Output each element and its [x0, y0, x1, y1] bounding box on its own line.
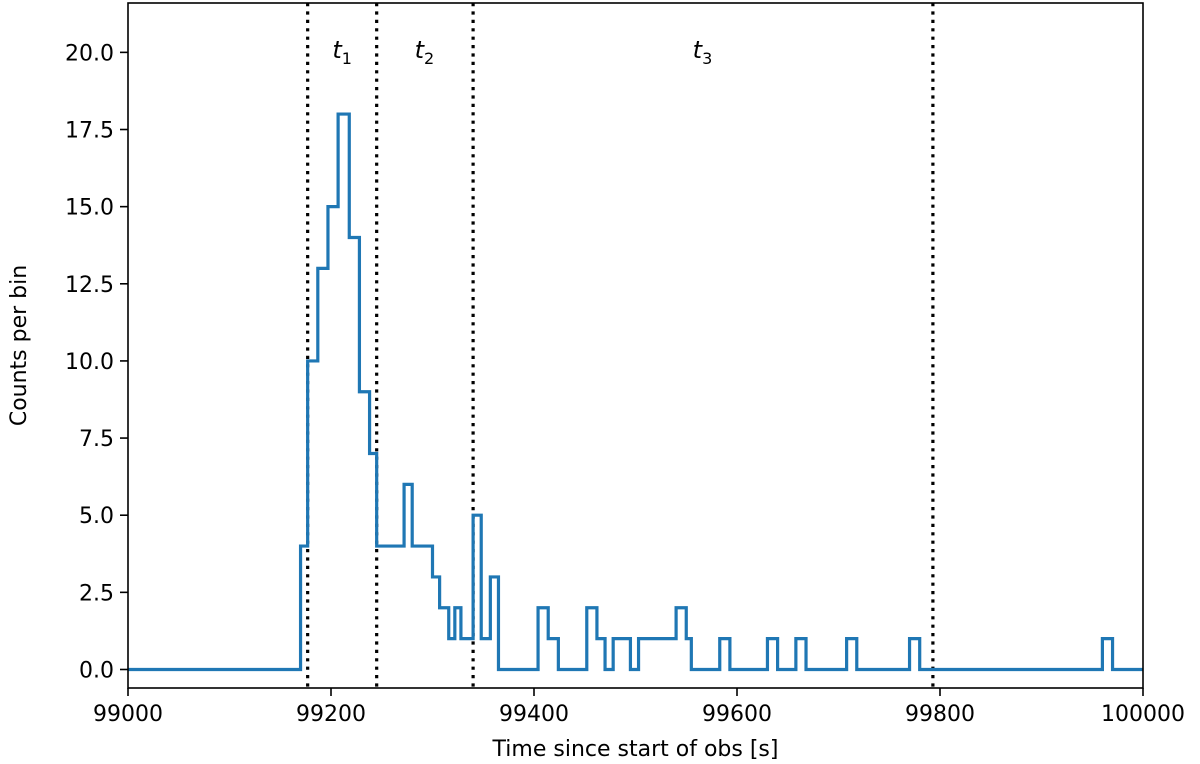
y-tick-label: 15.0 — [65, 196, 114, 221]
axes-frame — [127, 2, 1144, 689]
y-axis-ticks: 0.0 2.5 5.0 7.5 10.0 12.5 15.0 17.5 20.0 — [65, 41, 128, 683]
y-tick-label: 2.5 — [79, 581, 114, 606]
y-tick-label: 5.0 — [79, 504, 114, 529]
y-axis-label: Counts per bin — [7, 265, 32, 426]
region-label-t2: t2 — [415, 36, 435, 68]
counts-series — [128, 112, 1143, 672]
y-tick-label: 7.5 — [79, 427, 114, 452]
x-axis-label: Time since start of obs [s] — [492, 737, 779, 762]
x-tick-label: 100000 — [1101, 702, 1185, 727]
region-label-t1: t1 — [332, 36, 352, 68]
region-labels: t1 t2 t3 — [332, 36, 712, 68]
y-tick-label: 10.0 — [65, 350, 114, 375]
x-axis-ticks: 99000 99200 99400 99600 99800 100000 — [93, 688, 1185, 727]
x-tick-label: 99600 — [702, 702, 772, 727]
x-tick-label: 99000 — [93, 702, 163, 727]
y-tick-label: 20.0 — [65, 41, 114, 66]
x-tick-label: 99800 — [905, 702, 975, 727]
x-tick-label: 99400 — [499, 702, 569, 727]
y-tick-label: 12.5 — [65, 273, 114, 298]
y-tick-label: 0.0 — [79, 658, 114, 683]
x-tick-label: 99200 — [296, 702, 366, 727]
counts-step-line — [128, 112, 1143, 672]
region-divider-lines — [306, 3, 935, 688]
region-label-t3: t3 — [693, 36, 713, 68]
y-tick-label: 17.5 — [65, 119, 114, 144]
